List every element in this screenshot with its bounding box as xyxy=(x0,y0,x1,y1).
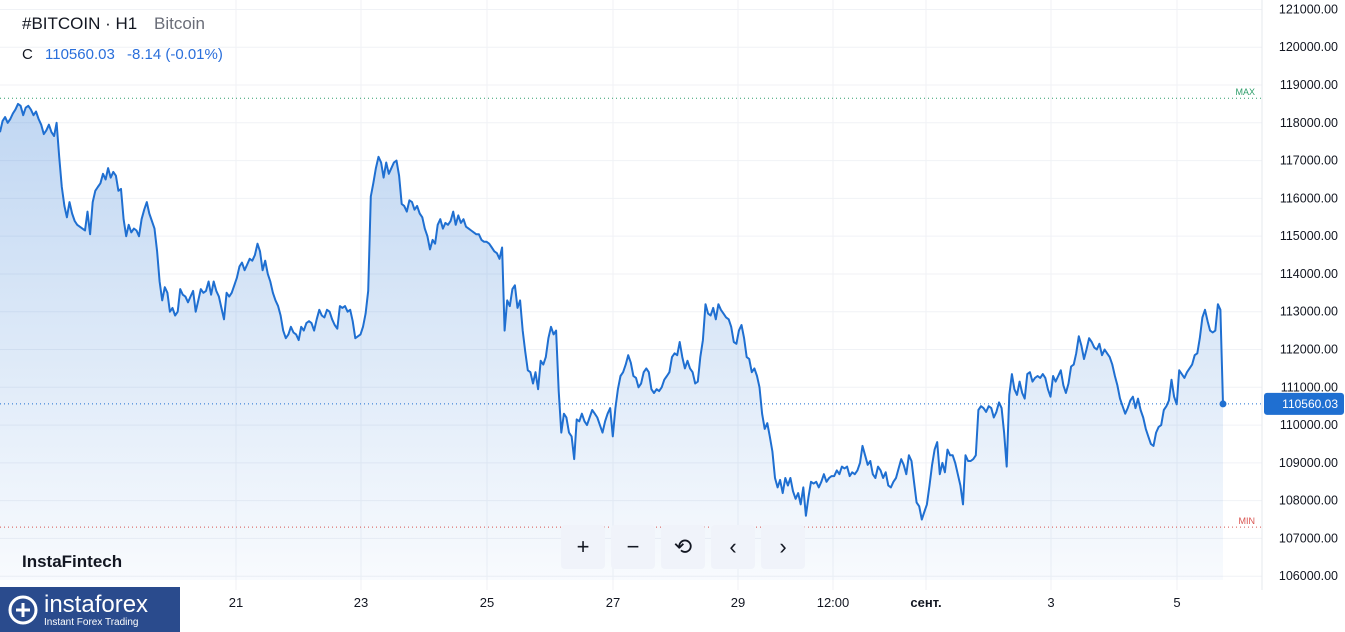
x-tick-label: 21 xyxy=(229,595,243,610)
y-tick-label: 119000.00 xyxy=(1280,78,1338,92)
min-label: MIN xyxy=(1239,516,1256,526)
minus-icon: − xyxy=(626,534,640,559)
zoom-out-button[interactable]: − xyxy=(611,525,655,569)
x-tick-label: сент. xyxy=(910,595,941,610)
close-label: C xyxy=(22,46,33,63)
current-price-label: 110560.03 xyxy=(1282,397,1338,411)
y-axis-ticks: 121000.00 120000.00 119000.00 118000.00 1170… xyxy=(1279,2,1338,583)
x-tick-label: 5 xyxy=(1173,595,1180,610)
y-tick-label: 115000.00 xyxy=(1280,229,1338,243)
y-tick-label: 121000.00 xyxy=(1279,2,1338,16)
logo-subtitle: Instant Forex Trading xyxy=(44,617,139,628)
brand-watermark: InstaFintech xyxy=(22,552,123,571)
x-tick-label: 12:00 xyxy=(817,595,850,610)
price-axis-panel xyxy=(1262,0,1345,632)
price-line xyxy=(0,102,1224,521)
plus-icon: + xyxy=(576,534,590,559)
x-tick-label: 27 xyxy=(606,595,620,610)
close-value: 110560.03 xyxy=(45,46,115,63)
current-price-badge xyxy=(1264,392,1344,415)
chevron-left-icon: ‹ xyxy=(729,534,737,559)
x-tick-label: 3 xyxy=(1047,595,1054,610)
y-tick-label: 106000.00 xyxy=(1279,569,1338,583)
y-tick-label: 110000.00 xyxy=(1280,418,1338,432)
max-label: MAX xyxy=(1235,87,1255,97)
x-axis-ticks: 21 23 25 27 29 12:00 сент. 3 5 xyxy=(229,595,1181,610)
symbol-description: Bitcoin xyxy=(153,14,206,33)
reset-button[interactable]: ⟲ xyxy=(661,525,705,569)
y-tick-label: 111000.00 xyxy=(1281,380,1338,394)
logo-mark-icon xyxy=(8,595,38,625)
chart-toolbar: + − ⟲ ‹ › xyxy=(561,525,805,569)
chevron-right-icon: › xyxy=(779,534,787,559)
y-tick-label: 113000.00 xyxy=(1280,305,1338,319)
instaforex-logo[interactable]: instaforex Instant Forex Trading xyxy=(0,587,180,632)
symbol-title: #BITCOIN · H1 xyxy=(22,14,138,33)
y-tick-label: 107000.00 xyxy=(1279,531,1338,545)
current-price-dot xyxy=(1219,400,1227,408)
logo-word: instaforex xyxy=(44,591,149,618)
ohlc-readout: C 110560.03 -8.14 (-0.01%) xyxy=(22,46,223,63)
x-tick-label: 23 xyxy=(354,595,368,610)
y-tick-label: 116000.00 xyxy=(1280,191,1338,205)
y-tick-label: 118000.00 xyxy=(1280,116,1338,130)
y-tick-label: 109000.00 xyxy=(1279,456,1338,470)
y-tick-label: 120000.00 xyxy=(1279,40,1338,54)
close-change: -8.14 (-0.01%) xyxy=(126,46,223,63)
x-tick-label: 29 xyxy=(731,595,745,610)
y-tick-label: 112000.00 xyxy=(1280,343,1338,357)
y-tick-label: 117000.00 xyxy=(1280,154,1338,168)
scroll-left-button[interactable]: ‹ xyxy=(711,525,755,569)
reset-icon: ⟲ xyxy=(673,534,693,559)
price-area-fill xyxy=(0,103,1223,581)
y-tick-label: 114000.00 xyxy=(1280,267,1338,281)
zoom-in-button[interactable]: + xyxy=(561,525,605,569)
y-tick-label: 108000.00 xyxy=(1279,494,1338,508)
scroll-right-button[interactable]: › xyxy=(761,525,805,569)
x-tick-label: 25 xyxy=(480,595,494,610)
symbol-header: #BITCOIN · H1 Bitcoin xyxy=(22,14,205,34)
